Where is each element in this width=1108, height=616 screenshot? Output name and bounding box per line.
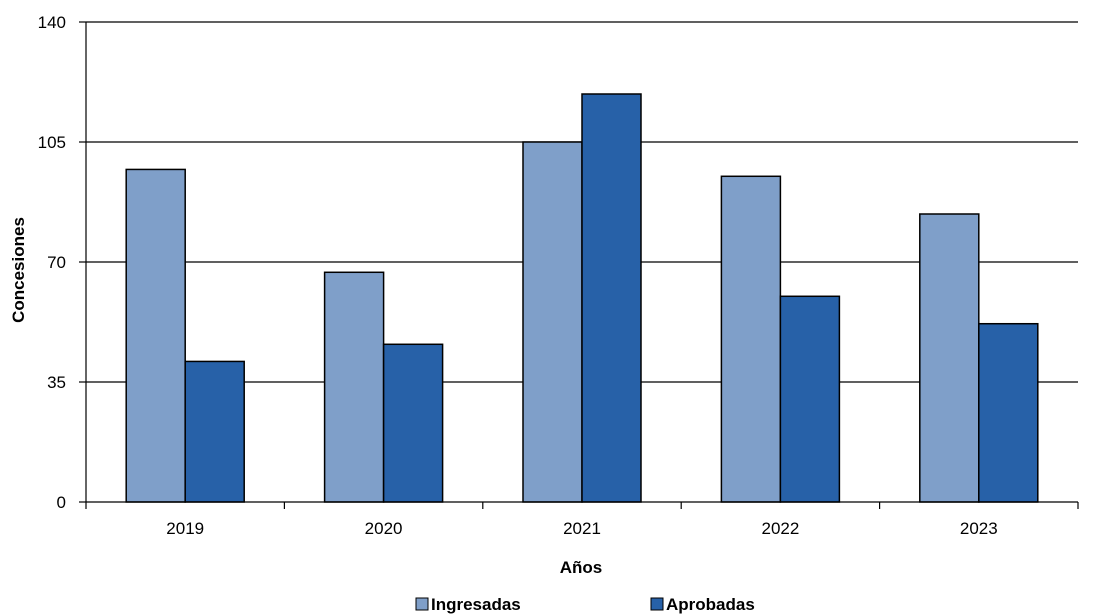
legend-label: Aprobadas [666, 595, 755, 614]
bar-aprobadas-2020 [382, 343, 444, 503]
bars [125, 93, 1039, 503]
y-tick-label: 140 [38, 13, 66, 32]
y-tick-label: 35 [47, 373, 66, 392]
x-tick-labels: 2019 2020 2021 2022 2023 [166, 519, 997, 538]
bar-aprobadas-2019 [184, 360, 245, 503]
bar-aprobadas-2022 [779, 295, 841, 503]
y-tick-label: 70 [47, 253, 66, 272]
axes [79, 21, 1079, 509]
legend: Ingresadas Aprobadas [415, 595, 755, 614]
bar-ingresadas-2019 [125, 168, 186, 503]
bar-ingresadas-2023 [919, 213, 980, 503]
bar-aprobadas-2023 [978, 322, 1039, 503]
x-axis-title: Años [560, 558, 603, 577]
x-tick-label: 2020 [365, 519, 403, 538]
bar-ingresadas-2020 [323, 271, 385, 503]
y-tick-label: 105 [38, 133, 66, 152]
bar-ingresadas-2021 [522, 141, 583, 503]
bar-ingresadas-2022 [720, 175, 782, 503]
x-tick-label: 2019 [166, 519, 204, 538]
legend-swatch [650, 597, 664, 611]
legend-item-ingresadas: Ingresadas [415, 595, 521, 614]
x-tick-label: 2023 [960, 519, 998, 538]
y-tick-labels: 0 35 70 105 140 [38, 13, 66, 512]
bar-aprobadas-2021 [581, 93, 642, 503]
legend-label: Ingresadas [431, 595, 521, 614]
x-tick-label: 2022 [761, 519, 799, 538]
legend-swatch [415, 597, 429, 611]
x-tick-label: 2021 [563, 519, 601, 538]
legend-item-aprobadas: Aprobadas [650, 595, 755, 614]
y-tick-label: 0 [57, 493, 66, 512]
y-axis-title: Concesiones [9, 217, 28, 323]
